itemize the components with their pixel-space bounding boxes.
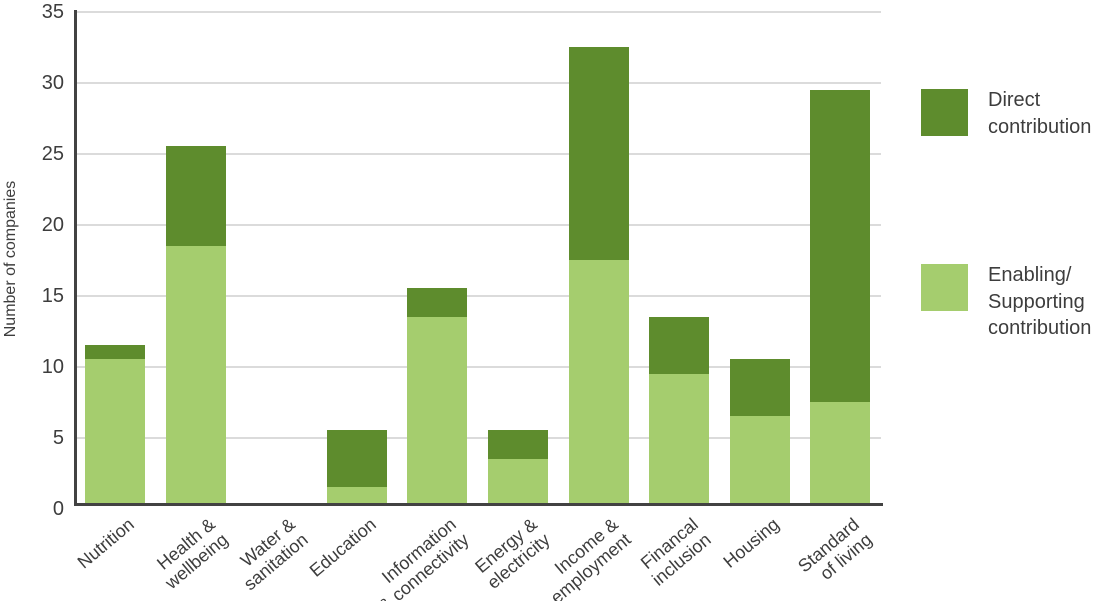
bar-health-wellbeing <box>165 146 226 506</box>
bar-segment-enabling <box>407 316 468 506</box>
bar-income-employment <box>568 47 629 506</box>
bar-energy-electricity <box>488 430 548 506</box>
bar-segment-enabling <box>568 260 629 506</box>
bar-segment-direct <box>407 288 468 317</box>
y-tick-label-20: 20 <box>41 213 64 236</box>
y-axis-line <box>74 10 77 506</box>
bar-segment-direct <box>649 316 710 374</box>
bar-segment-enabling <box>729 416 790 506</box>
legend-swatch-enabling <box>921 264 968 311</box>
bar-segment-direct <box>326 430 387 488</box>
legend-swatch-direct <box>921 89 968 136</box>
bar-segment-direct <box>568 47 629 260</box>
bar-segment-direct <box>165 146 226 246</box>
bar-segment-direct <box>729 359 790 417</box>
bar-segment-enabling <box>488 458 548 506</box>
y-tick-label-15: 15 <box>41 284 64 307</box>
bar-segment-enabling <box>649 373 710 506</box>
bar-segment-enabling <box>165 245 226 506</box>
y-tick-label-10: 10 <box>41 355 64 378</box>
y-axis-title: Number of companies <box>2 180 19 338</box>
bar-segment-enabling <box>85 359 145 506</box>
bar-education <box>326 430 387 506</box>
x-axis-line <box>74 503 883 506</box>
bar-information-connectivity <box>407 288 468 506</box>
y-tick-label-5: 5 <box>52 426 64 449</box>
bar-segment-direct <box>810 89 871 402</box>
bar-segment-direct <box>85 345 145 360</box>
gridline-20 <box>77 223 881 226</box>
y-tick-label-30: 30 <box>41 71 64 94</box>
bar-segment-enabling <box>810 401 871 506</box>
bar-segment-enabling <box>326 487 387 506</box>
gridline-25 <box>77 152 881 155</box>
gridline-35 <box>77 10 881 13</box>
legend-label-enabling: Enabling/ Supporting contribution <box>988 264 1092 340</box>
gridline-30 <box>77 81 881 84</box>
bar-nutrition <box>85 345 145 506</box>
gridline-5 <box>77 436 881 439</box>
gridline-10 <box>77 365 881 368</box>
bar-segment-direct <box>488 430 548 459</box>
y-tick-label-25: 25 <box>41 142 64 165</box>
bar-housing <box>729 359 790 506</box>
bar-financal-inclusion <box>649 316 710 506</box>
legend-label-direct: Direct contribution <box>988 89 1092 138</box>
y-tick-label-35: 35 <box>41 0 64 23</box>
y-tick-label-0: 0 <box>52 497 64 520</box>
gridline-15 <box>77 294 881 297</box>
bar-standard-of-living <box>810 89 871 506</box>
